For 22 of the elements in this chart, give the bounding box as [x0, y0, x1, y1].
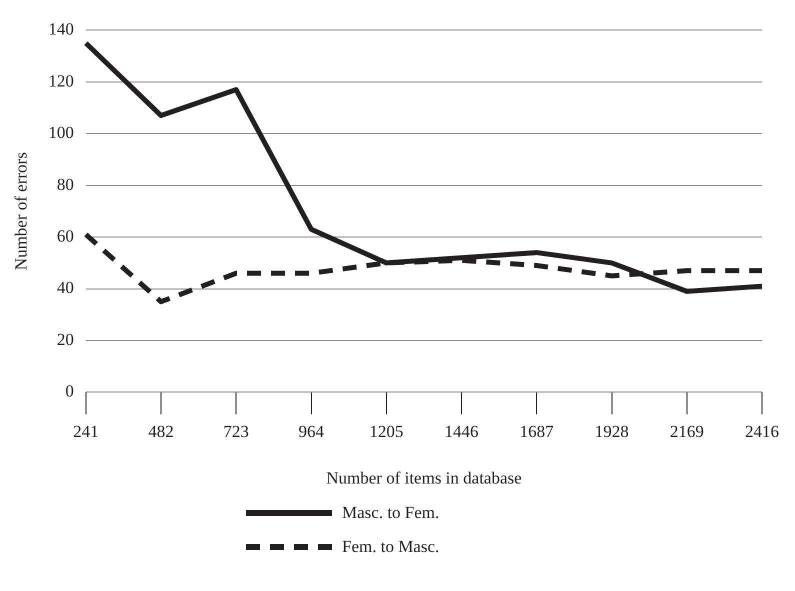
x-tick-label: 964	[298, 422, 325, 441]
y-tick-label: 0	[65, 382, 74, 401]
y-tick-label: 80	[56, 174, 74, 194]
legend-label: Masc. to Fem.	[342, 503, 440, 523]
x-tick-label: 1446	[444, 422, 479, 441]
y-tick-label: 100	[48, 123, 74, 142]
x-tick-label: 482	[148, 422, 174, 441]
x-tick-label: 2169	[670, 422, 704, 441]
y-tick-label: 140	[48, 20, 74, 39]
y-tick-label: 60	[56, 226, 74, 246]
x-tick-label: 2416	[745, 422, 779, 441]
x-tick-label: 1928	[594, 422, 629, 441]
x-tick-label: 241	[73, 422, 99, 441]
y-axis-title: Number of errors	[12, 152, 31, 270]
y-tick-label: 40	[56, 278, 74, 298]
y-tick-label: 20	[56, 330, 74, 349]
x-tick-label: 1687	[520, 422, 554, 441]
legend-label: Fem. to Masc.	[342, 537, 440, 557]
y-tick-label: 120	[48, 71, 74, 90]
x-axis-title: Number of items in database	[326, 468, 522, 488]
x-tick-label: 723	[223, 422, 249, 441]
x-tick-label: 1205	[369, 422, 404, 441]
